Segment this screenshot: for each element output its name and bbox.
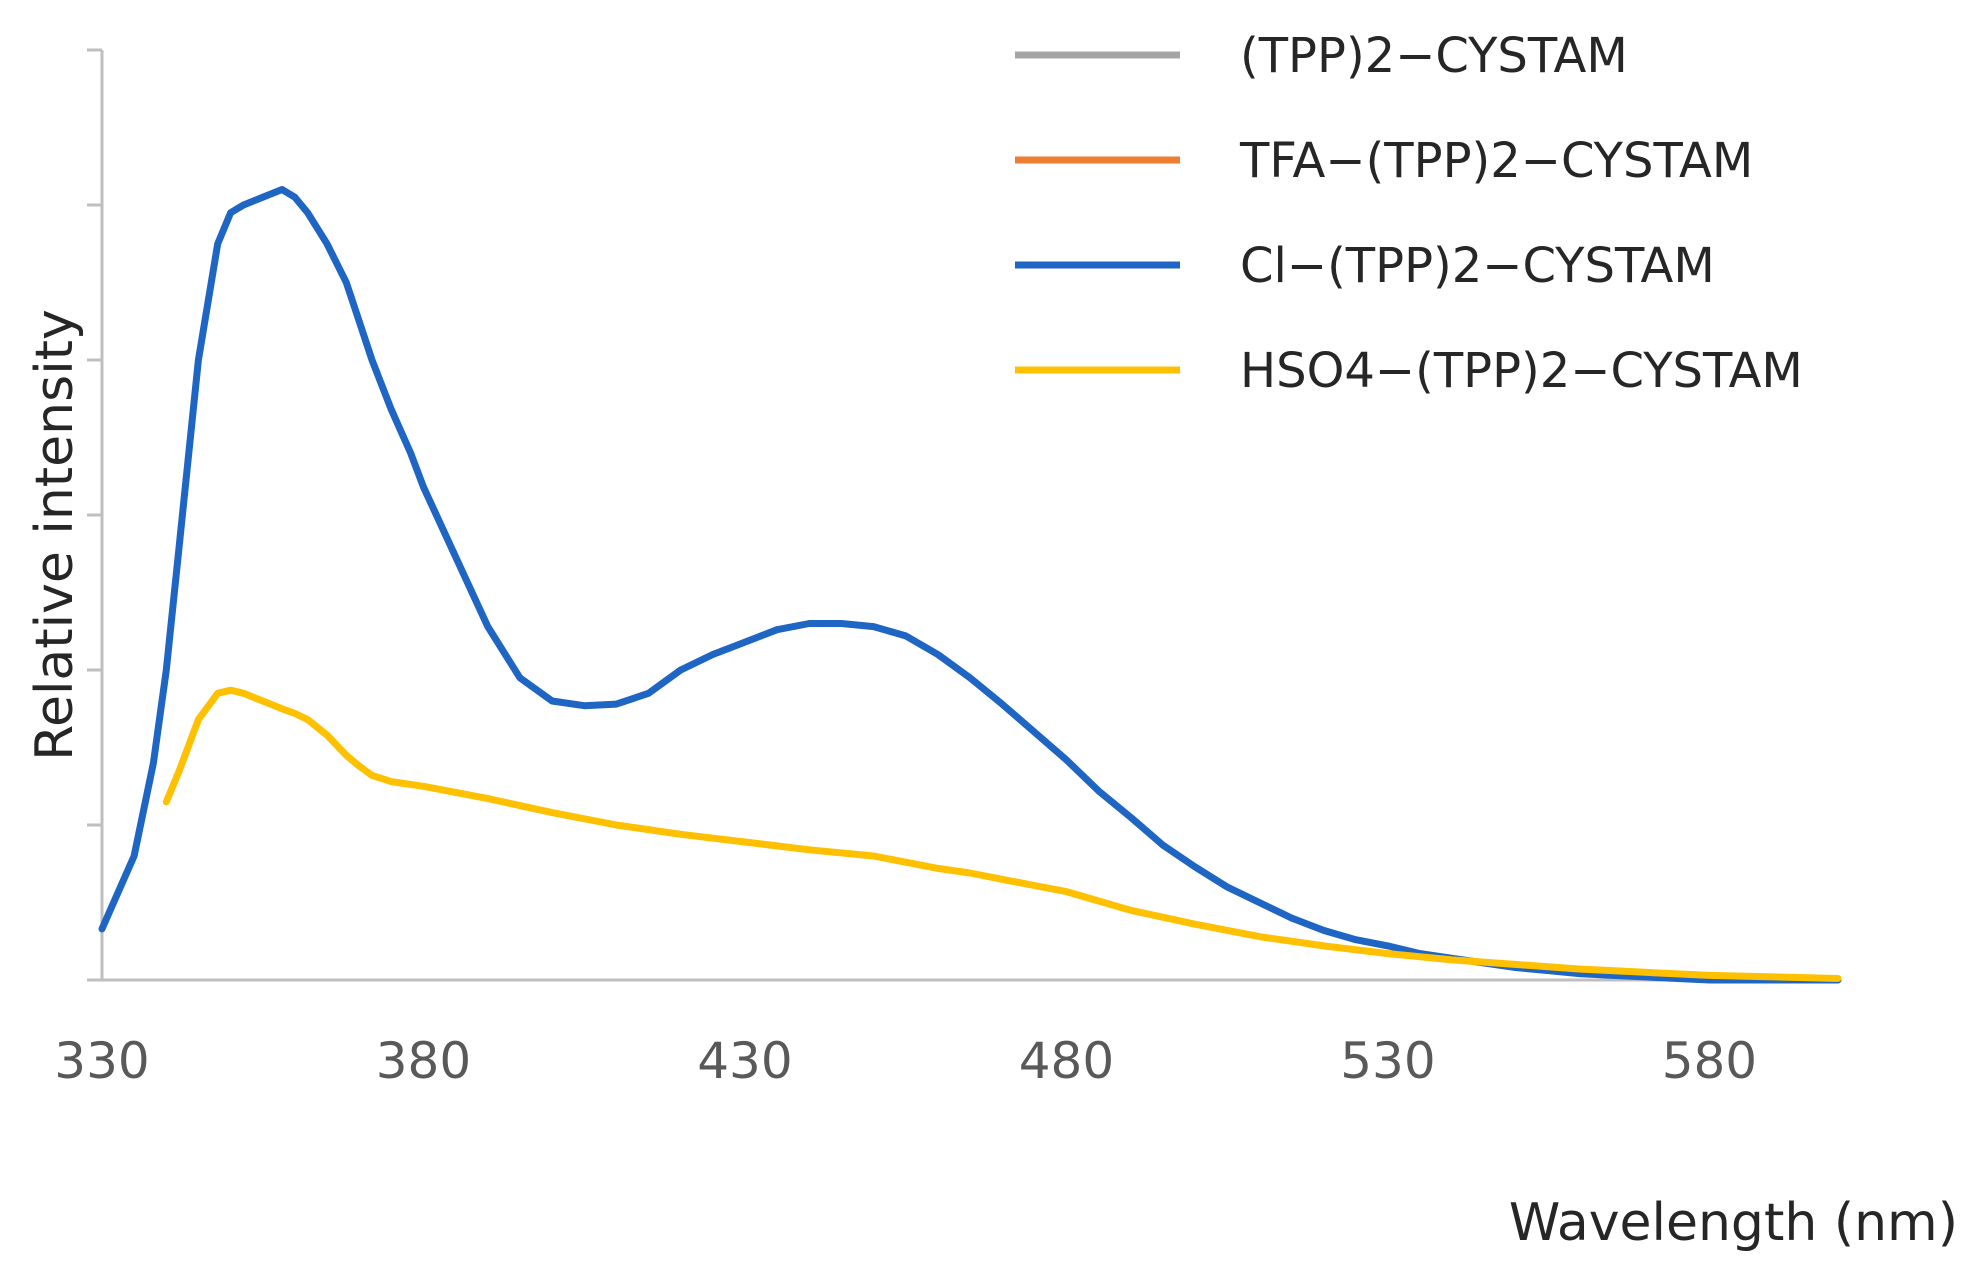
x-tick-label-580: 580	[1662, 1032, 1757, 1090]
legend-item-3: HSO4−(TPP)2−CYSTAM	[1015, 343, 1803, 399]
legend-label-0: (TPP)2−CYSTAM	[1240, 28, 1628, 84]
legend-label-2: Cl−(TPP)2−CYSTAM	[1240, 238, 1715, 294]
legend-item-2: Cl−(TPP)2−CYSTAM	[1015, 238, 1715, 294]
x-tick-label-430: 430	[697, 1032, 792, 1090]
x-ticks: 330 380 430 480 530 580	[54, 1032, 1757, 1090]
y-axis-title: Relative intensity	[25, 309, 85, 761]
series-layer	[98, 186, 1842, 984]
legend: (TPP)2−CYSTAM TFA−(TPP)2−CYSTAM Cl−(TPP)2−…	[1015, 28, 1803, 399]
x-tick-label-480: 480	[1019, 1032, 1114, 1090]
x-tick-label-380: 380	[376, 1032, 471, 1090]
axes: 330 380 430 480 530 580	[54, 48, 1838, 1090]
legend-label-1: TFA−(TPP)2−CYSTAM	[1239, 133, 1753, 189]
legend-item-1: TFA−(TPP)2−CYSTAM	[1015, 133, 1753, 189]
x-tick-label-330: 330	[54, 1032, 149, 1090]
legend-item-0: (TPP)2−CYSTAM	[1015, 28, 1628, 84]
series-line-3	[162, 686, 1842, 982]
x-axis-title: Wavelength (nm)	[1509, 1193, 1958, 1253]
x-tick-label-530: 530	[1340, 1032, 1435, 1090]
series-line-2	[98, 186, 1842, 984]
y-ticks	[87, 48, 102, 982]
legend-label-3: HSO4−(TPP)2−CYSTAM	[1240, 343, 1803, 399]
